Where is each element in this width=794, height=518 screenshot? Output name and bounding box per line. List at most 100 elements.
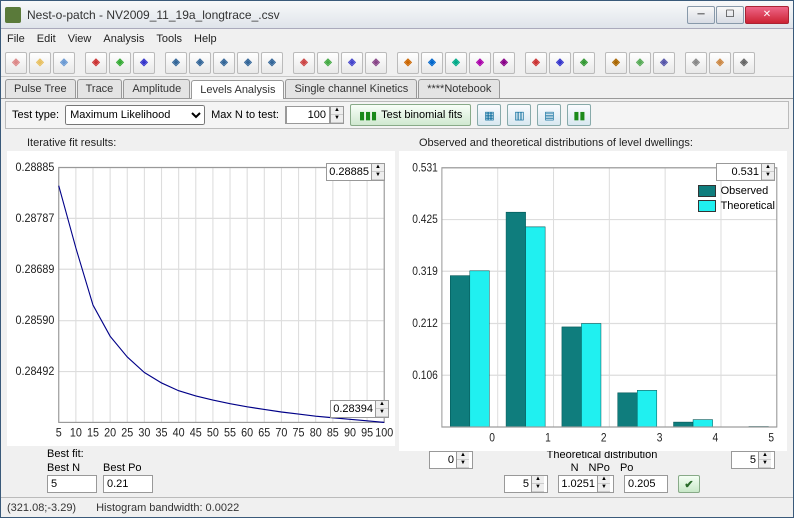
svg-text:0.28590: 0.28590 xyxy=(15,315,54,328)
svg-text:85: 85 xyxy=(327,427,339,440)
bar-xmin[interactable]: ▲▼ xyxy=(429,451,473,469)
toolbar: ◈◈◈◈◈◈◈◈◈◈◈◈◈◈◈◈◈◈◈◈◈◈◈◈◈◈◈◈◈ xyxy=(1,49,793,77)
view-icon-3[interactable]: ▤ xyxy=(537,104,561,126)
view-icon-2[interactable]: ▥ xyxy=(507,104,531,126)
bar-ylim-hi[interactable]: ▲▼ xyxy=(716,163,775,181)
svg-text:80: 80 xyxy=(310,427,322,440)
toolbar-panel3[interactable]: ◈ xyxy=(213,52,235,74)
maximize-button[interactable]: ☐ xyxy=(716,6,744,24)
toolbar-marker4[interactable]: ◈ xyxy=(469,52,491,74)
main-window: Nest-o-patch - NV2009_11_19a_longtrace_.… xyxy=(0,0,794,518)
toolbar-chart-scatter[interactable]: ◈ xyxy=(133,52,155,74)
tab-levels-analysis[interactable]: Levels Analysis xyxy=(191,80,284,99)
toolbar-axis3[interactable]: ◈ xyxy=(341,52,363,74)
svg-text:40: 40 xyxy=(173,427,185,440)
toolbar-sigma[interactable]: ◈ xyxy=(549,52,571,74)
svg-text:0.28885: 0.28885 xyxy=(15,162,54,175)
toolbar-chart-area[interactable]: ◈ xyxy=(109,52,131,74)
status-coords: (321.08;-3.29) xyxy=(7,502,76,514)
dist-apply-button[interactable]: ✔ xyxy=(678,475,700,493)
toolbar-color[interactable]: ◈ xyxy=(709,52,731,74)
menu-file[interactable]: File xyxy=(7,33,25,45)
content-area: Iterative fit results: 0.284920.285900.2… xyxy=(1,131,793,497)
toolbar-marker2[interactable]: ◈ xyxy=(421,52,443,74)
toolbar-sel2[interactable]: ◈ xyxy=(629,52,651,74)
tab--notebook[interactable]: ****Notebook xyxy=(418,79,500,98)
toolbar-panel2[interactable]: ◈ xyxy=(189,52,211,74)
menubar: File Edit View Analysis Tools Help xyxy=(1,29,793,49)
svg-text:0.425: 0.425 xyxy=(412,213,438,226)
toolbar-marker1[interactable]: ◈ xyxy=(397,52,419,74)
right-panel-title: Observed and theoretical distributions o… xyxy=(399,135,787,151)
toolbar-axis4[interactable]: ◈ xyxy=(365,52,387,74)
menu-edit[interactable]: Edit xyxy=(37,33,56,45)
test-type-select[interactable]: Maximum Likelihood xyxy=(65,105,205,125)
menu-tools[interactable]: Tools xyxy=(156,33,182,45)
right-panel: Observed and theoretical distributions o… xyxy=(399,135,787,493)
legend-observed-label: Observed xyxy=(721,185,769,197)
bestfit-label: Best fit: xyxy=(47,448,395,460)
svg-text:3: 3 xyxy=(657,432,663,445)
line-ylim-hi[interactable]: ▲▼ xyxy=(326,163,385,181)
svg-text:5: 5 xyxy=(56,427,62,440)
svg-text:45: 45 xyxy=(190,427,202,440)
toolbar-beta[interactable]: ◈ xyxy=(525,52,547,74)
window-buttons: ─ ☐ ✕ xyxy=(686,6,789,24)
toolbar-fit[interactable]: ◈ xyxy=(573,52,595,74)
toolbar-sel1[interactable]: ◈ xyxy=(605,52,627,74)
bar-chart: 0.1060.2120.3190.4250.531012345 ▲▼ Obser… xyxy=(399,151,787,451)
svg-text:4: 4 xyxy=(713,432,719,445)
status-bandwidth: Histogram bandwidth: 0.0022 xyxy=(96,502,239,514)
tab-trace[interactable]: Trace xyxy=(77,79,123,98)
toolbar-axis1[interactable]: ◈ xyxy=(293,52,315,74)
bestPo-input[interactable] xyxy=(103,475,153,493)
svg-text:65: 65 xyxy=(258,427,270,440)
bestN-label: Best N xyxy=(47,462,97,474)
toolbar-panel5[interactable]: ◈ xyxy=(261,52,283,74)
svg-text:95: 95 xyxy=(361,427,373,440)
dist-Po[interactable] xyxy=(624,475,668,493)
bar-xmax[interactable]: ▲▼ xyxy=(731,451,775,469)
line-chart: 0.284920.285900.286890.287870.2888551015… xyxy=(7,151,395,446)
view-icon-4[interactable]: ▮▮ xyxy=(567,104,591,126)
test-binomial-button[interactable]: ▮▮▮ Test binomial fits xyxy=(350,104,471,126)
tab-pulse-tree[interactable]: Pulse Tree xyxy=(5,79,76,98)
tab-amplitude[interactable]: Amplitude xyxy=(123,79,190,98)
toolbar-marker3[interactable]: ◈ xyxy=(445,52,467,74)
svg-text:0.106: 0.106 xyxy=(412,369,438,382)
menu-help[interactable]: Help xyxy=(194,33,217,45)
line-ylim-lo[interactable]: ▲▼ xyxy=(330,400,389,418)
menu-analysis[interactable]: Analysis xyxy=(103,33,144,45)
toolbar-new[interactable]: ◈ xyxy=(5,52,27,74)
toolbar-panel1[interactable]: ◈ xyxy=(165,52,187,74)
toolbar-axis2[interactable]: ◈ xyxy=(317,52,339,74)
left-panel: Iterative fit results: 0.284920.285900.2… xyxy=(7,135,395,493)
close-button[interactable]: ✕ xyxy=(745,6,789,24)
legend-theoretical-label: Theoretical xyxy=(721,200,775,212)
toolbar-settings[interactable]: ◈ xyxy=(733,52,755,74)
svg-text:0.28492: 0.28492 xyxy=(15,366,54,379)
toolbar-marker5[interactable]: ◈ xyxy=(493,52,515,74)
titlebar[interactable]: Nest-o-patch - NV2009_11_19a_longtrace_.… xyxy=(1,1,793,29)
dist-NPo[interactable]: ▲▼ xyxy=(558,475,614,493)
toolbar-panel4[interactable]: ◈ xyxy=(237,52,259,74)
dist-N[interactable]: ▲▼ xyxy=(504,475,548,493)
theoretical-dist-controls: Theoretical distribution N NPo Po ▲ xyxy=(504,449,700,493)
bestN-input[interactable] xyxy=(47,475,97,493)
legend: Observed Theoretical xyxy=(698,185,775,212)
view-icon-1[interactable]: ▦ xyxy=(477,104,501,126)
svg-text:70: 70 xyxy=(275,427,287,440)
menu-view[interactable]: View xyxy=(68,33,92,45)
maxn-label: Max N to test: xyxy=(211,109,279,121)
toolbar-open[interactable]: ◈ xyxy=(29,52,51,74)
maxn-input[interactable]: ▲▼ xyxy=(285,106,344,124)
svg-text:15: 15 xyxy=(87,427,99,440)
tab-single-channel-kinetics[interactable]: Single channel Kinetics xyxy=(285,79,417,98)
toolbar-grid[interactable]: ◈ xyxy=(685,52,707,74)
minimize-button[interactable]: ─ xyxy=(687,6,715,24)
svg-text:0.212: 0.212 xyxy=(412,317,438,330)
toolbar-sel3[interactable]: ◈ xyxy=(653,52,675,74)
chart-bars-icon: ▮▮▮ xyxy=(359,109,377,122)
toolbar-save[interactable]: ◈ xyxy=(53,52,75,74)
toolbar-chart-line[interactable]: ◈ xyxy=(85,52,107,74)
